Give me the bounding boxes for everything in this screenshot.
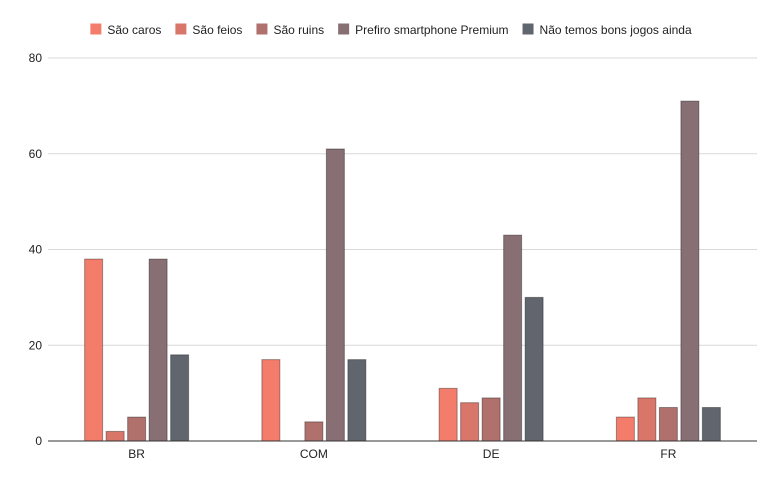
bar-br-series-1 [105,430,125,442]
bar-com-series-2 [304,421,324,442]
legend-label: São caros [107,23,161,37]
legend-swatch [338,23,350,35]
legend: São caros São feios São ruins Prefiro smart… [90,23,692,37]
legend-item: Prefiro smartphone Premium [338,23,509,37]
bar-com-series-3 [325,148,345,442]
y-tick-label: 60 [29,147,43,161]
legend-label: São feios [192,23,242,37]
bar-de-series-4 [524,296,544,442]
legend-swatch [256,23,268,35]
x-tick-label: DE [483,447,500,461]
legend-item: São caros [90,23,161,37]
y-tick-label: 40 [29,243,43,257]
gridlines [48,57,757,346]
bar-fr-series-3 [680,100,700,442]
bar-br-series-2 [127,416,147,442]
legend-label: Não temos bons jogos ainda [540,23,692,37]
legend-item: São feios [175,23,242,37]
legend-swatch [90,23,102,35]
bar-de-series-1 [460,402,480,442]
bar-com-series-4 [347,359,367,442]
bar-br-series-4 [170,354,190,442]
legend-swatch [522,23,534,35]
bar-br-series-0 [84,258,104,442]
bar-com-series-0 [261,359,281,442]
bar-fr-series-1 [637,397,657,442]
x-tick-label: COM [300,447,328,461]
bar-de-series-3 [503,234,523,442]
bar-fr-series-0 [615,416,635,442]
y-axis-ticks: 0 20 40 60 80 [29,51,43,448]
y-tick-label: 20 [29,338,43,352]
bar-de-series-0 [438,387,458,442]
bar-fr-series-2 [658,406,678,442]
legend-label: Prefiro smartphone Premium [355,23,508,37]
legend-label: São ruins [273,23,324,37]
bar-fr-series-4 [701,406,721,442]
bars [84,100,721,442]
bar-br-series-3 [148,258,168,442]
x-tick-label: FR [660,447,676,461]
x-tick-label: BR [128,447,145,461]
legend-item: São ruins [256,23,324,37]
legend-swatch [175,23,187,35]
y-tick-label: 0 [35,434,42,448]
x-axis-ticks: BR COM DE FR [128,447,676,461]
y-tick-label: 80 [29,51,43,65]
bar-de-series-2 [481,397,501,442]
legend-item: Não temos bons jogos ainda [522,23,692,37]
